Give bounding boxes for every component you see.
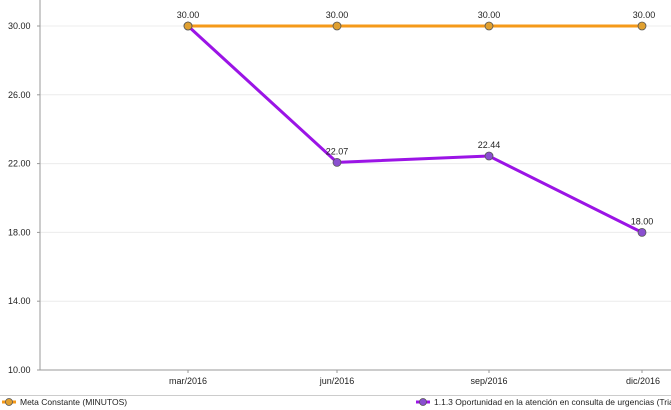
legend-label[interactable]: 1.1.3 Oportunidad en la atención en cons…: [434, 397, 671, 407]
data-labels: 30.00 30.00 30.00 30.00 22.07 22.44 18.00: [177, 10, 656, 226]
data-label: 30.00: [326, 10, 349, 20]
x-tick-label: jun/2016: [319, 376, 355, 386]
x-tick-label: dic/2016: [626, 376, 660, 386]
series-line-1: [186, 24, 643, 234]
data-point[interactable]: [637, 227, 647, 237]
data-label: 30.00: [177, 10, 200, 20]
y-tick-label: 18.00: [8, 227, 31, 237]
x-tick-label: mar/2016: [169, 376, 207, 386]
data-label: 18.00: [631, 216, 654, 226]
grid-lines: [40, 25, 671, 302]
y-tick-label: 10.00: [8, 365, 31, 375]
data-point[interactable]: [484, 21, 494, 31]
data-point[interactable]: [637, 21, 647, 31]
data-label: 30.00: [633, 10, 656, 20]
legend: Meta Constante (MINUTOS) 1.1.3 Oportunida…: [0, 395, 671, 407]
x-tick-label: sep/2016: [470, 376, 507, 386]
data-point[interactable]: [332, 21, 342, 31]
data-label: 22.07: [326, 146, 349, 156]
series-group: [183, 21, 647, 237]
y-axis-ticks: 10.00 14.00 18.00 22.00 26.00 30.00: [8, 21, 40, 375]
legend-label[interactable]: Meta Constante (MINUTOS): [20, 397, 127, 407]
data-point[interactable]: [332, 157, 342, 167]
legend-swatch-marker: [5, 398, 13, 406]
data-point[interactable]: [183, 21, 193, 31]
y-tick-label: 26.00: [8, 90, 31, 100]
data-label: 30.00: [478, 10, 501, 20]
data-label: 22.44: [478, 140, 501, 150]
data-point[interactable]: [484, 151, 494, 161]
y-tick-label: 30.00: [8, 21, 31, 31]
y-tick-label: 22.00: [8, 159, 31, 169]
legend-swatch-marker: [419, 398, 427, 406]
x-axis-ticks: mar/2016 jun/2016 sep/2016 dic/2016: [169, 370, 660, 386]
y-tick-label: 14.00: [8, 296, 31, 306]
